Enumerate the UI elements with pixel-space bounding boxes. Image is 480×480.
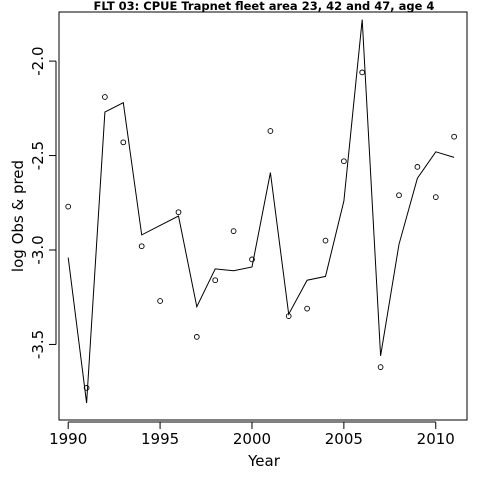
observed-point [359, 69, 366, 76]
x-tick-label: 2010 [417, 430, 455, 448]
y-axis-label: log Obs & pred [9, 160, 27, 272]
observed-point [138, 243, 145, 250]
x-tick-label: 1990 [49, 430, 87, 448]
y-axis: -3.5 -3.0 -2.5 -2.0 [29, 46, 57, 359]
predicted-line [67, 19, 455, 404]
y-tick-label: -2.5 [29, 141, 47, 170]
observed-point [451, 133, 457, 140]
observed-point [341, 158, 347, 165]
plot-frame [58, 11, 468, 421]
observed-point [120, 139, 127, 146]
observed-point [175, 209, 182, 216]
observed-point [249, 256, 255, 263]
observed-point [212, 277, 219, 284]
plot-area [65, 19, 457, 404]
observed-point [377, 364, 384, 370]
observed-point [193, 334, 200, 340]
chart-title: FLT 03: CPUE Trapnet fleet area 23, 42 a… [94, 0, 435, 13]
y-tick-label: -3.5 [29, 330, 47, 359]
observed-point [432, 194, 439, 200]
observed-point [157, 298, 163, 304]
x-tick-label: 2005 [325, 430, 363, 448]
observed-point [304, 305, 310, 312]
observed-point [65, 203, 72, 210]
observed-point [230, 228, 237, 234]
x-tick-label: 2000 [233, 430, 271, 448]
observed-point [396, 192, 402, 199]
x-axis-label: Year [247, 452, 281, 470]
x-axis: 1990 1995 2000 2005 2010 [49, 421, 455, 448]
x-tick-label: 1995 [141, 430, 179, 448]
observed-point [102, 94, 108, 100]
observed-point [414, 164, 421, 170]
observed-point [267, 128, 274, 134]
observed-point [322, 237, 329, 244]
y-tick-label: -3.0 [29, 235, 47, 264]
y-tick-label: -2.0 [29, 46, 47, 75]
